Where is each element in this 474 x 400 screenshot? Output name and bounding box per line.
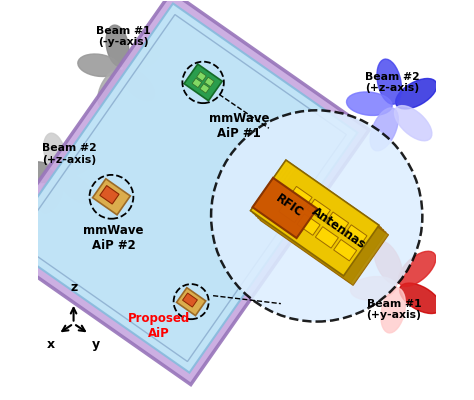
Polygon shape [0,0,369,384]
Ellipse shape [400,283,441,314]
Ellipse shape [396,78,437,109]
Polygon shape [315,227,338,248]
Ellipse shape [39,176,64,213]
Text: z: z [71,281,78,294]
Ellipse shape [44,133,66,172]
Polygon shape [100,186,119,204]
Text: Antennas: Antennas [309,204,368,251]
Ellipse shape [121,68,155,101]
Ellipse shape [123,44,161,72]
Polygon shape [205,77,214,86]
Ellipse shape [18,162,58,183]
Ellipse shape [61,149,96,176]
Polygon shape [334,240,356,261]
Ellipse shape [394,106,432,141]
Polygon shape [197,72,206,81]
Polygon shape [182,293,197,307]
Polygon shape [253,178,317,238]
Ellipse shape [370,108,398,151]
Polygon shape [308,199,330,221]
Text: mmWave
AiP #2: mmWave AiP #2 [83,224,144,252]
Polygon shape [326,212,349,234]
Polygon shape [258,167,386,283]
Ellipse shape [351,276,396,300]
Polygon shape [5,4,357,373]
Ellipse shape [377,59,401,104]
Ellipse shape [106,25,129,66]
Text: y: y [92,338,100,351]
Ellipse shape [346,92,392,116]
Ellipse shape [78,54,119,76]
Polygon shape [255,165,384,281]
Polygon shape [253,162,382,278]
Polygon shape [260,170,389,285]
Polygon shape [344,225,367,246]
Text: Beam #2
(+z-axis): Beam #2 (+z-axis) [365,72,419,93]
Text: Proposed
AiP: Proposed AiP [128,312,191,340]
Polygon shape [92,179,130,215]
Text: Beam #1
(-y-axis): Beam #1 (-y-axis) [96,26,151,47]
Text: mmWave
AiP #1: mmWave AiP #1 [209,112,269,140]
Ellipse shape [98,70,125,108]
Circle shape [211,110,422,322]
Polygon shape [176,288,206,316]
Polygon shape [289,186,312,208]
Polygon shape [279,201,302,222]
Polygon shape [250,160,379,276]
Polygon shape [192,78,201,88]
Text: RFIC: RFIC [273,192,305,220]
Polygon shape [200,84,210,93]
Polygon shape [297,214,320,235]
Polygon shape [184,64,222,101]
Text: Beam #2
(+z-axis): Beam #2 (+z-axis) [42,143,96,165]
Ellipse shape [381,288,405,333]
Ellipse shape [60,173,93,204]
Polygon shape [250,160,379,276]
Ellipse shape [374,241,402,284]
Ellipse shape [399,251,436,286]
Text: Beam #1
(+y-axis): Beam #1 (+y-axis) [366,299,421,320]
Text: x: x [47,338,55,351]
